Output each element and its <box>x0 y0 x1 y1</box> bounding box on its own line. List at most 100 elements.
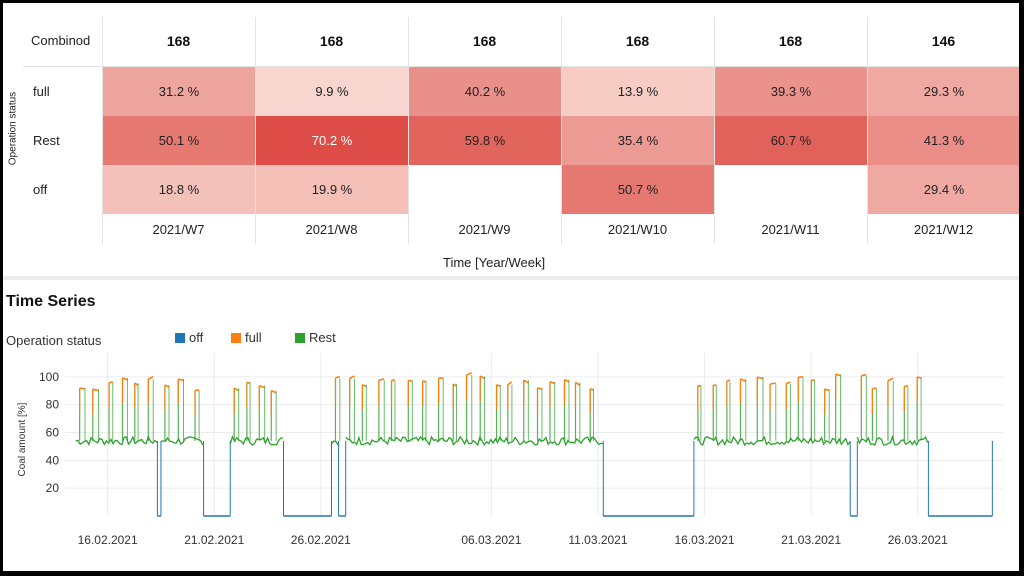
heatmap-header-rule <box>23 66 1019 67</box>
full-series-line <box>391 378 396 382</box>
x-tick-label: 16.02.2021 <box>78 533 138 547</box>
x-tick-label: 21.03.2021 <box>781 533 841 547</box>
x-tick-label: 11.03.2021 <box>568 533 627 547</box>
heatmap-column-label: 2021/W7 <box>152 222 205 237</box>
rest-series-line <box>330 440 339 446</box>
legend-swatch <box>295 332 305 343</box>
heatmap-column-label: 2021/W9 <box>458 222 511 237</box>
x-tick-label: 26.03.2021 <box>888 533 948 547</box>
legend-label: Rest <box>309 330 336 345</box>
y-tick-label: 80 <box>46 398 60 412</box>
heatmap-gridline <box>408 17 409 244</box>
x-tick-label: 21.02.2021 <box>184 533 244 547</box>
full-series-line <box>507 381 513 386</box>
heatmap-cell: 70.2 % <box>256 116 408 165</box>
full-series-line <box>178 378 184 382</box>
time-series-title: Time Series <box>6 293 96 310</box>
full-series-line <box>916 376 922 379</box>
x-tick-label: 16.03.2021 <box>675 533 735 547</box>
heatmap-cell: 60.7 % <box>715 116 867 165</box>
heatmap-gridline <box>255 17 256 244</box>
heatmap-row-header: Combinod <box>31 33 91 48</box>
y-tick-label: 60 <box>46 426 60 440</box>
legend-item-full[interactable]: full <box>231 330 262 345</box>
full-series-line <box>408 379 413 383</box>
heatmap-gridline <box>714 17 715 244</box>
heatmap-cell: 50.1 % <box>103 116 255 165</box>
full-series-line <box>523 379 529 384</box>
legend-swatch <box>231 332 241 343</box>
full-series-line <box>769 382 776 385</box>
rest-series-line <box>229 435 284 446</box>
full-series-line <box>537 387 543 390</box>
heatmap-total: 168 <box>778 33 803 49</box>
full-series-line <box>335 375 341 379</box>
full-series-line <box>233 387 240 392</box>
full-series-line <box>259 384 265 389</box>
rest-series-line <box>693 435 851 447</box>
full-series-line <box>861 373 867 377</box>
heatmap-column-label: 2021/W10 <box>607 222 668 237</box>
y-tick-label: 20 <box>46 481 60 495</box>
full-series-line <box>726 379 731 383</box>
heatmap-cell: 59.8 % <box>409 116 561 165</box>
full-series-line <box>92 388 99 392</box>
x-tick-label: 26.02.2021 <box>291 533 351 547</box>
legend-item-rest[interactable]: Rest <box>295 330 336 345</box>
heatmap-gridline <box>561 17 562 244</box>
heatmap-total: 168 <box>625 33 650 49</box>
heatmap-total: 168 <box>472 33 497 49</box>
heatmap-cell: 41.3 % <box>868 116 1019 165</box>
full-series-line <box>786 381 791 385</box>
full-series-line <box>466 372 473 376</box>
full-series-line <box>378 378 385 381</box>
heatmap-cell: 40.2 % <box>409 67 561 116</box>
legend-item-off[interactable]: off <box>175 330 203 345</box>
time-series-chart: 20 40 60 80 100 16.02.2021 21.02.2021 26.02.202… <box>17 353 1003 547</box>
full-series-line <box>349 375 355 380</box>
full-series-line <box>904 384 909 388</box>
heatmap-row-label: Rest <box>33 133 60 148</box>
heatmap-column-label: 2021/W11 <box>761 222 820 237</box>
heatmap-cell: 35.4 % <box>562 116 714 165</box>
heatmap-cell: 31.2 % <box>103 67 255 116</box>
heatmap-row-label: full <box>33 84 50 99</box>
full-series-line <box>79 387 86 390</box>
heatmap-cell: 19.9 % <box>256 165 408 214</box>
heatmap-cell: 29.3 % <box>868 67 1019 116</box>
full-series-line <box>575 381 581 386</box>
full-series-line <box>361 383 367 388</box>
full-series-line <box>479 375 485 380</box>
legend-title: Operation status <box>6 333 102 348</box>
heatmap-total: 168 <box>166 33 191 49</box>
heatmap-total: 146 <box>931 33 956 49</box>
y-tick-label: 100 <box>39 370 59 384</box>
full-series-line <box>164 384 170 388</box>
rest-series-line <box>75 435 158 446</box>
legend-swatch <box>175 332 185 343</box>
heatmap-cell <box>715 165 867 214</box>
section-divider <box>3 276 1019 280</box>
full-series-line <box>740 378 747 382</box>
heatmap-gridline <box>102 17 103 244</box>
heatmap-x-axis-label: Time [Year/Week] <box>443 255 546 270</box>
full-series-line <box>194 389 200 392</box>
heatmap-column-label: 2021/W8 <box>305 222 358 237</box>
heatmap-gridline <box>867 17 868 244</box>
heatmap-column-label: 2021/W12 <box>913 222 974 237</box>
heatmap-cell: 13.9 % <box>562 67 714 116</box>
legend-label: off <box>189 330 204 345</box>
y-axis-label: Coal amount [%] <box>17 402 28 476</box>
heatmap-cell: 18.8 % <box>103 165 255 214</box>
legend-label: full <box>245 330 262 345</box>
full-series-line <box>549 381 555 385</box>
full-series-line <box>122 377 128 381</box>
heatmap-cell: 29.4 % <box>868 165 1019 214</box>
rest-series-line <box>160 436 204 446</box>
full-series-line <box>564 378 570 383</box>
full-series-line <box>757 376 764 380</box>
y-tick-label: 40 <box>46 453 60 467</box>
full-series-line <box>270 389 277 394</box>
heatmap-total: 168 <box>319 33 344 49</box>
heatmap-cell: 39.3 % <box>715 67 867 116</box>
